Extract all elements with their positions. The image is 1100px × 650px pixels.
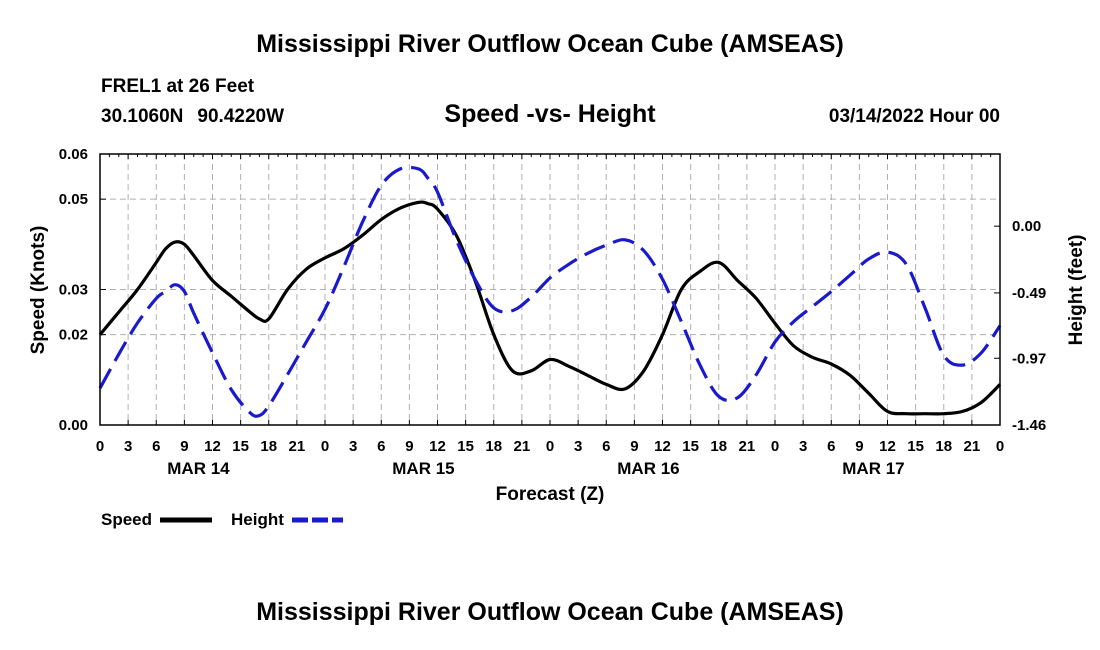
x-tick-label: 15 <box>907 438 924 455</box>
y2-axis-title: Height (feet) <box>1066 235 1087 346</box>
x-tick-label: 15 <box>682 438 699 455</box>
chart-subtitle: Speed -vs- Height <box>444 100 656 128</box>
grid-layer <box>100 154 1000 425</box>
x-tick-label: 6 <box>602 438 610 455</box>
x-tick-label: 9 <box>405 438 413 455</box>
y-tick-label: 0.03 <box>59 282 88 299</box>
series-layer <box>98 165 1002 418</box>
x-tick-label: 12 <box>879 438 896 455</box>
x-tick-label: 18 <box>485 438 502 455</box>
y-tick-label: 0.05 <box>59 191 88 208</box>
x-tick-label: 15 <box>457 438 474 455</box>
y-tick-label: 0.06 <box>59 146 88 163</box>
x-tick-label: 3 <box>799 438 807 455</box>
x-tick-label: 3 <box>574 438 582 455</box>
x-tick-label: 6 <box>827 438 835 455</box>
x-tick-label: 21 <box>739 438 756 455</box>
legend-speed-label: Speed <box>101 510 152 529</box>
x-tick-label: 9 <box>855 438 863 455</box>
x-tick-label: 21 <box>514 438 531 455</box>
date-label: MAR 16 <box>617 459 679 478</box>
x-tick-label: 3 <box>124 438 132 455</box>
axis-layer: 0 3 6 9 12 15 18 21 0 3 6 9 12 15 18 21 0 3 6 9 12 15 18 21 0 3 6 9… <box>59 146 1046 478</box>
x-tick-label: 12 <box>204 438 221 455</box>
y2-tick-label: -1.46 <box>1012 417 1046 434</box>
y2-tick-label: -0.97 <box>1012 350 1046 367</box>
station-label: FREL1 at 26 Feet <box>101 76 255 97</box>
station-coordinates: 30.1060N 90.4220W <box>101 106 298 128</box>
date-label: MAR 14 <box>167 459 230 478</box>
x-tick-label: 9 <box>180 438 188 455</box>
latitude: 30.1060N <box>101 106 184 127</box>
x-tick-label: 18 <box>710 438 727 455</box>
x-tick-label: 21 <box>964 438 981 455</box>
repeated-main-title: Mississippi River Outflow Ocean Cube (AM… <box>256 598 844 626</box>
x-tick-label: 15 <box>232 438 249 455</box>
x-tick-label: 18 <box>935 438 952 455</box>
chart-main-title: Mississippi River Outflow Ocean Cube (AM… <box>256 30 844 58</box>
y-tick-label: 0.02 <box>59 327 88 344</box>
y-tick-label: 0.00 <box>59 417 88 434</box>
x-tick-label: 18 <box>260 438 277 455</box>
legend-height-label: Height <box>231 510 284 529</box>
y-axis-title: Speed (Knots) <box>28 226 49 355</box>
date-label: MAR 15 <box>392 459 454 478</box>
x-tick-label: 0 <box>996 438 1004 455</box>
x-tick-label: 3 <box>349 438 357 455</box>
x-tick-label: 6 <box>377 438 385 455</box>
x-tick-label: 12 <box>429 438 446 455</box>
x-tick-label: 12 <box>654 438 671 455</box>
forecast-date-hour: 03/14/2022 Hour 00 <box>828 106 1000 127</box>
x-axis-title: Forecast (Z) <box>496 484 605 505</box>
y2-tick-label: -0.49 <box>1012 285 1046 302</box>
y2-tick-label: 0.00 <box>1012 218 1041 235</box>
date-label: MAR 17 <box>842 459 904 478</box>
speed-series-line <box>98 200 1002 416</box>
longitude: 90.4220W <box>197 106 285 127</box>
height-series-line <box>98 165 1002 418</box>
legend: Speed Height <box>101 510 343 529</box>
x-tick-label: 0 <box>321 438 329 455</box>
x-tick-label: 0 <box>546 438 554 455</box>
x-tick-label: 0 <box>771 438 779 455</box>
x-tick-label: 6 <box>152 438 160 455</box>
x-tick-label: 9 <box>630 438 638 455</box>
x-tick-label: 0 <box>96 438 104 455</box>
x-tick-label: 21 <box>289 438 306 455</box>
